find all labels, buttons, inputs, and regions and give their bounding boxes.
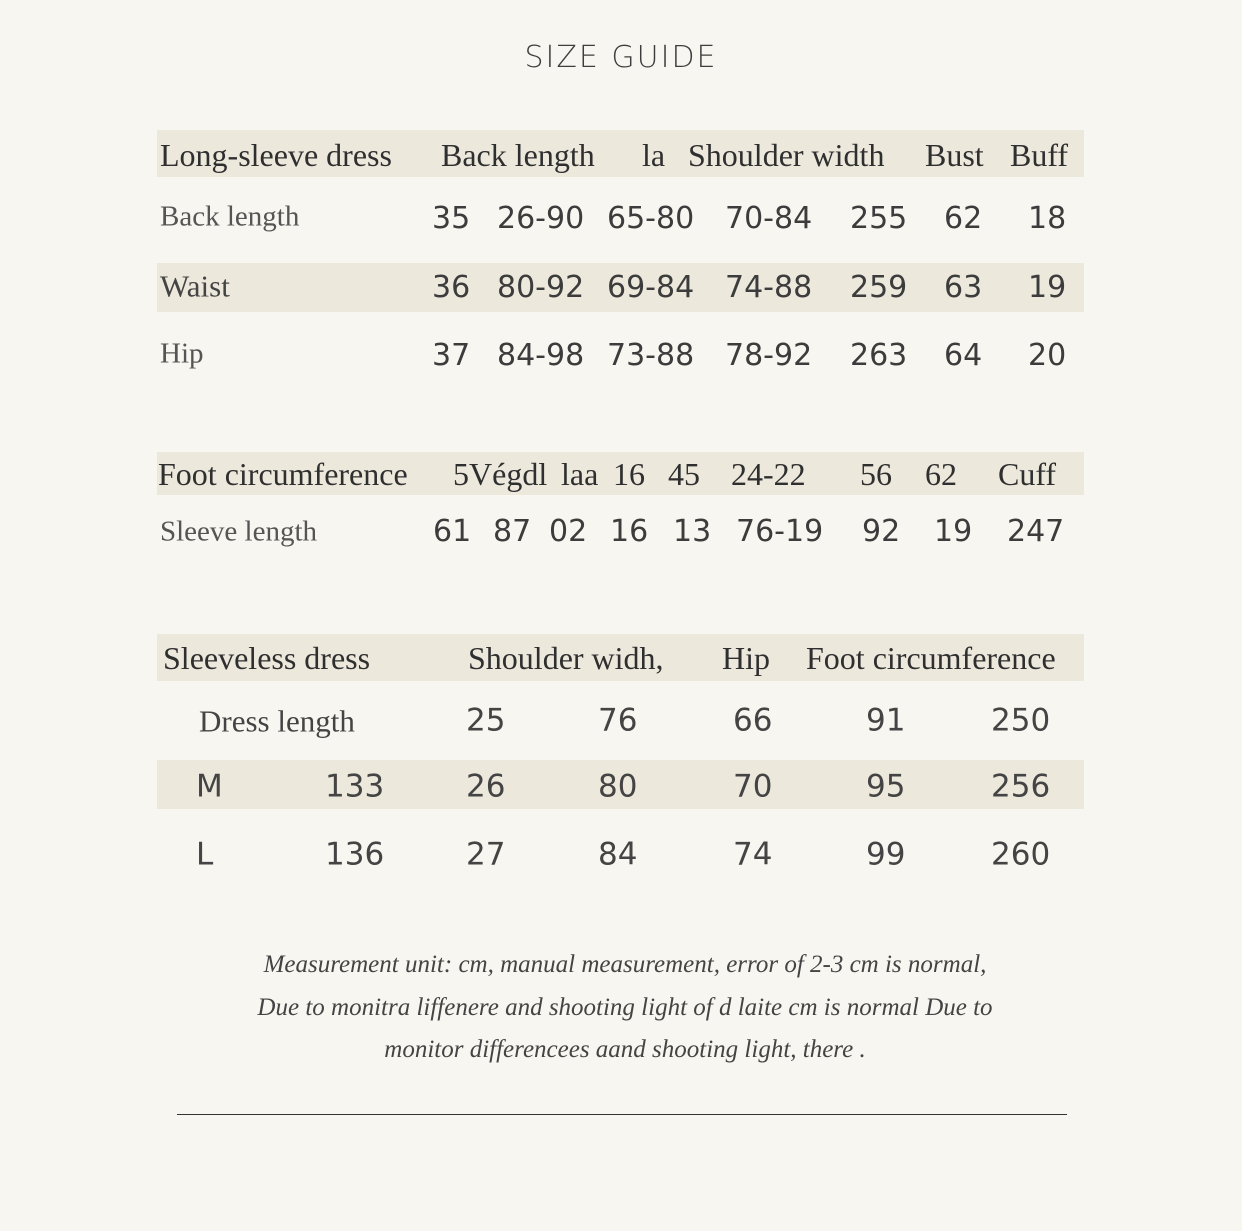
table3-cell: 66 bbox=[733, 702, 773, 739]
table2-cell: 61 bbox=[433, 514, 472, 549]
table2-cell: 19 bbox=[934, 514, 973, 549]
table3-cell: 26 bbox=[466, 768, 506, 805]
table3-row-label: Dress length bbox=[199, 703, 355, 739]
table3-cell: 136 bbox=[325, 836, 385, 873]
table1-row-band bbox=[157, 263, 1084, 312]
table1-header-band bbox=[157, 130, 1084, 177]
table3-row-label: M bbox=[196, 768, 223, 805]
table2-header-cell: 45 bbox=[668, 456, 700, 492]
table3-header-band bbox=[157, 634, 1084, 681]
table1-cell: 62 bbox=[944, 201, 983, 236]
page-title: SIZE GUIDE bbox=[524, 40, 718, 75]
table1-row-label: Waist bbox=[160, 268, 230, 304]
table2-header-cell: 24-22 bbox=[731, 456, 806, 492]
table3-header-cell: Sleeveless dress bbox=[163, 640, 371, 676]
table3-cell: 95 bbox=[866, 768, 906, 805]
table2-cell: 87 bbox=[493, 514, 532, 549]
table1-header-cell: Long-sleeve dress bbox=[160, 137, 392, 173]
table1-header-cell: Back length bbox=[441, 137, 595, 173]
divider-line bbox=[177, 1114, 1067, 1115]
table3-cell: 76 bbox=[598, 702, 638, 739]
note-line-1: Measurement unit: cm, manual measurement… bbox=[263, 951, 987, 978]
table3-row-label: L bbox=[196, 836, 214, 873]
table2-header-cell: Foot circumference bbox=[158, 456, 408, 492]
table2-header-cell: 16 bbox=[613, 456, 645, 492]
table3-header-cell: Shoulder widh, bbox=[468, 640, 664, 676]
table1-header-cell: Bust bbox=[925, 137, 984, 173]
note-line-2: Due to monitra liffenere and shooting li… bbox=[257, 994, 993, 1021]
table1-cell: 35 bbox=[432, 201, 471, 236]
note-line-3: monitor differencees aand shooting light… bbox=[384, 1036, 866, 1063]
table2-header-cell: Cuff bbox=[998, 456, 1057, 492]
table1-cell: 18 bbox=[1028, 201, 1067, 236]
table3-cell: 250 bbox=[991, 702, 1051, 739]
table2-cell: 16 bbox=[610, 514, 649, 549]
table1-cell: 263 bbox=[850, 338, 908, 373]
table1-header-cell: Shoulder width bbox=[688, 137, 885, 173]
table3-cell: 25 bbox=[466, 702, 506, 739]
table2-header-cell: 5Végdl bbox=[453, 456, 548, 492]
table3-cell: 256 bbox=[991, 768, 1051, 805]
table2-cell: 76-19 bbox=[736, 514, 824, 549]
table3-cell: 91 bbox=[866, 702, 906, 739]
table1-row-label: Hip bbox=[160, 337, 204, 370]
table3-cell: 27 bbox=[466, 836, 506, 873]
table3-cell: 133 bbox=[325, 768, 385, 805]
table2-cell: 13 bbox=[673, 514, 712, 549]
table3-row-band bbox=[157, 760, 1084, 809]
table1-cell: 259 bbox=[850, 270, 908, 305]
table1-cell: 73-88 bbox=[607, 338, 695, 373]
table1-cell: 36 bbox=[432, 270, 471, 305]
table1-header-cell: la bbox=[642, 137, 666, 173]
table1-cell: 255 bbox=[850, 201, 908, 236]
table1-row-label: Back length bbox=[160, 200, 300, 233]
table3-cell: 74 bbox=[733, 836, 773, 873]
table2-header-cell: 56 bbox=[860, 456, 892, 492]
table1-cell: 37 bbox=[432, 338, 471, 373]
table3-header-cell: Foot circumference bbox=[806, 640, 1056, 676]
table2-header-cell: 62 bbox=[925, 456, 957, 492]
table2-header-cell: laa bbox=[561, 456, 599, 492]
table1-cell: 78-92 bbox=[725, 338, 813, 373]
table3-cell: 80 bbox=[598, 768, 638, 805]
table1-cell: 65-80 bbox=[607, 201, 695, 236]
table1-cell: 64 bbox=[944, 338, 983, 373]
table1-cell: 63 bbox=[944, 270, 983, 305]
table3-cell: 99 bbox=[866, 836, 906, 873]
table1-cell: 84-98 bbox=[497, 338, 585, 373]
table2-cell: 247 bbox=[1007, 514, 1065, 549]
table1-cell: 19 bbox=[1028, 270, 1067, 305]
table1-cell: 74-88 bbox=[725, 270, 813, 305]
table3-cell: 84 bbox=[598, 836, 638, 873]
table3-cell: 260 bbox=[991, 836, 1051, 873]
table1-cell: 80-92 bbox=[497, 270, 585, 305]
table1-cell: 69-84 bbox=[607, 270, 695, 305]
table3-header-cell: Hip bbox=[722, 640, 770, 676]
table1-cell: 26-90 bbox=[497, 201, 585, 236]
table3-cell: 70 bbox=[733, 768, 773, 805]
table2-cell: 92 bbox=[862, 514, 901, 549]
table1-cell: 70-84 bbox=[725, 201, 813, 236]
table1-cell: 20 bbox=[1028, 338, 1067, 373]
table2-cell: 02 bbox=[549, 514, 588, 549]
table2-header-band bbox=[157, 452, 1084, 495]
table2-row-label: Sleeve length bbox=[160, 515, 318, 548]
table1-header-cell: Buff bbox=[1010, 137, 1069, 173]
